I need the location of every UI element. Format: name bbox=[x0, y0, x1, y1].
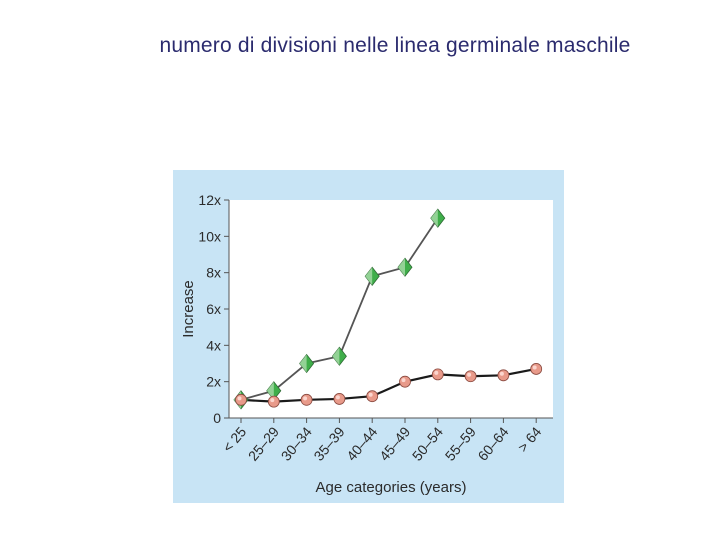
plot-area bbox=[229, 200, 553, 418]
data-point-diamond bbox=[364, 266, 380, 286]
slide-title: numero di divisioni nelle linea germinal… bbox=[159, 34, 631, 57]
x-tick-labels: < 2525–2930–3435–3940–4445–4950–5455–596… bbox=[219, 418, 545, 464]
data-point-diamond bbox=[299, 353, 315, 374]
data-point-diamond bbox=[397, 257, 413, 277]
data-point-circle bbox=[530, 363, 543, 375]
y-tick-labels: 0 2x 4x 6x 8x 10x 12x bbox=[198, 192, 229, 426]
x-tick-label: 45–49 bbox=[376, 423, 413, 463]
data-point-circle bbox=[366, 390, 379, 403]
x-tick-label: > 64 bbox=[514, 423, 544, 455]
data-point-circle bbox=[333, 393, 346, 405]
data-point-circle bbox=[235, 393, 247, 406]
data-point-circle bbox=[399, 375, 411, 388]
x-tick-label: 40–44 bbox=[343, 423, 380, 463]
data-point-circle bbox=[300, 393, 313, 406]
x-tick-label: 35–39 bbox=[310, 423, 347, 463]
x-axis-label: Age categories (years) bbox=[316, 479, 467, 496]
x-tick-label: 30–34 bbox=[278, 423, 315, 463]
y-tick-label: 2x bbox=[206, 374, 221, 390]
data-point-circle bbox=[267, 395, 280, 408]
chart-panel: 0 2x 4x 6x 8x 10x 12x < 25 25–29 30–34 35–39 40–44… bbox=[173, 170, 564, 503]
data-point-diamond bbox=[331, 346, 347, 366]
series-line bbox=[240, 367, 537, 403]
y-tick-label: 0 bbox=[213, 410, 221, 426]
line-chart: 0 2x 4x 6x 8x 10x 12x < 2525–2930–3435–3940–44… bbox=[180, 192, 553, 496]
data-point-diamond bbox=[430, 208, 446, 228]
x-tick-label: 50–54 bbox=[409, 423, 446, 463]
y-tick-label: 4x bbox=[206, 337, 221, 353]
data-point-circle bbox=[431, 368, 444, 381]
x-tick-label: 60–64 bbox=[474, 423, 511, 463]
series-markers bbox=[233, 208, 543, 410]
data-point-circle bbox=[464, 370, 477, 383]
y-tick-label: 8x bbox=[206, 265, 221, 281]
data-point-circle bbox=[497, 369, 510, 382]
y-tick-label: 6x bbox=[206, 301, 221, 317]
y-axis-label: Increase bbox=[180, 280, 197, 338]
y-tick-label: 10x bbox=[198, 228, 221, 244]
y-tick-label: 12x bbox=[198, 192, 221, 208]
x-tick-label: 55–59 bbox=[442, 423, 479, 463]
x-tick-label: < 25 bbox=[219, 423, 249, 455]
x-tick-label: 25–29 bbox=[245, 423, 282, 463]
